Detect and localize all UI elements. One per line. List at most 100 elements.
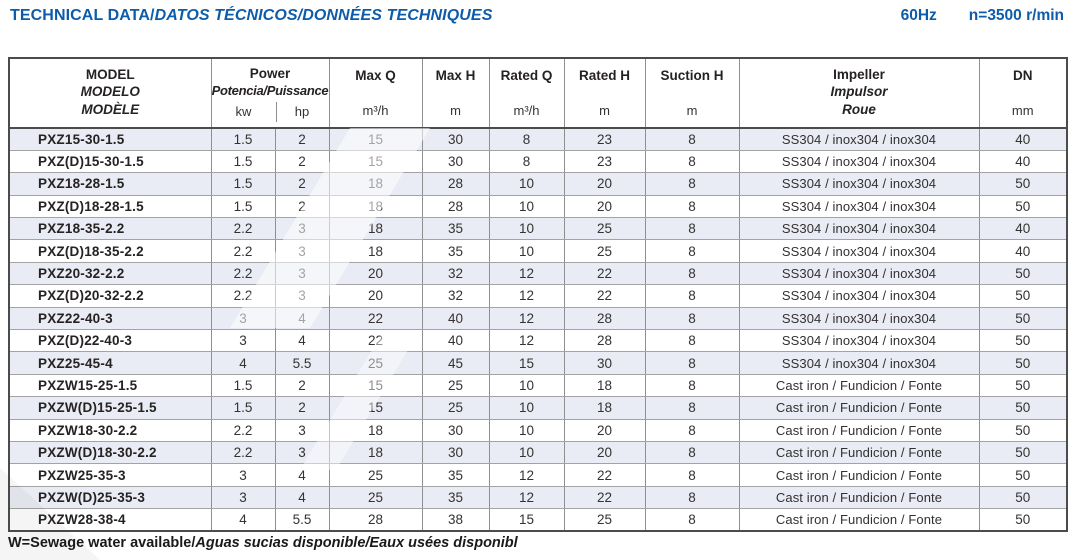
cell-kw: 4 [210, 508, 276, 532]
col-header-impeller: Impeller Impulsor Roue [738, 57, 980, 129]
cell-hp: 2 [274, 172, 330, 196]
cell-model: PXZW28-38-4 [8, 508, 212, 532]
footnote-translations: Aguas sucias disponible/Eaux usées dispo… [195, 535, 518, 551]
cell-max-h: 35 [421, 485, 490, 510]
cell-max-h: 30 [421, 418, 490, 442]
cell-model: PXZ(D)20-32-2.2 [8, 284, 212, 308]
cell-suction-h: 8 [644, 217, 740, 241]
cell-kw: 1.5 [210, 194, 276, 219]
cell-hp: 2 [274, 373, 330, 398]
cell-suction-h: 8 [644, 329, 740, 353]
cell-max-h: 35 [421, 239, 490, 263]
table-row: PXZ(D)18-35-2.2 2.2 3 18 35 10 25 8 SS304 / inox… [8, 239, 1068, 263]
cell-max-q: 25 [328, 463, 423, 487]
cell-max-h: 30 [421, 440, 490, 465]
table-row: PXZW28-38-4 4 5.5 28 38 15 25 8 Cast iron / Fund… [8, 508, 1068, 532]
cell-rated-q: 12 [488, 261, 565, 286]
cell-model: PXZ15-30-1.5 [8, 127, 212, 151]
col-header-model: MODEL MODELO MODÈLE [8, 57, 212, 129]
cell-model: PXZW18-30-2.2 [8, 418, 212, 442]
cell-impeller: SS304 / inox304 / inox304 [738, 217, 980, 241]
cell-suction-h: 8 [644, 463, 740, 487]
table-row: PXZW(D)25-35-3 3 4 25 35 12 22 8 Cast iron / Fun… [8, 485, 1068, 510]
cell-rated-h: 22 [563, 261, 646, 286]
cell-kw: 2.2 [210, 261, 276, 286]
cell-max-q: 18 [328, 217, 423, 241]
table-row: PXZ18-28-1.5 1.5 2 18 28 10 20 8 SS304 / inox304… [8, 172, 1068, 196]
cell-rated-h: 25 [563, 508, 646, 532]
cell-model: PXZ(D)18-28-1.5 [8, 194, 212, 219]
cell-rated-h: 22 [563, 284, 646, 308]
cell-max-h: 30 [421, 149, 490, 174]
cell-max-q: 25 [328, 351, 423, 375]
cell-dn: 50 [978, 440, 1068, 465]
cell-kw: 2.2 [210, 217, 276, 241]
cell-rated-q: 10 [488, 239, 565, 263]
cell-rated-q: 12 [488, 485, 565, 510]
cell-dn: 50 [978, 172, 1068, 196]
cell-rated-q: 8 [488, 127, 565, 151]
cell-dn: 50 [978, 485, 1068, 510]
page-title-main: TECHNICAL DATA/ [10, 7, 155, 24]
cell-max-q: 15 [328, 149, 423, 174]
kw-hp-divider [275, 102, 277, 122]
power-units-row: kw hp [212, 98, 329, 125]
cell-rated-h: 20 [563, 440, 646, 465]
table-row: PXZ(D)15-30-1.5 1.5 2 15 30 8 23 8 SS304 / inox3… [8, 149, 1068, 174]
cell-rated-q: 10 [488, 396, 565, 420]
cell-model: PXZ(D)22-40-3 [8, 329, 212, 353]
dn-unit: mm [1011, 103, 1034, 118]
cell-kw: 1.5 [210, 396, 276, 420]
cell-max-q: 18 [328, 418, 423, 442]
cell-dn: 40 [978, 239, 1068, 263]
cell-impeller: Cast iron / Fundicion / Fonte [738, 463, 980, 487]
cell-rated-q: 12 [488, 329, 565, 353]
cell-max-h: 45 [421, 351, 490, 375]
cell-rated-q: 12 [488, 284, 565, 308]
power-header-label: Power [249, 66, 291, 81]
cell-max-q: 25 [328, 485, 423, 510]
cell-max-h: 25 [421, 373, 490, 398]
cell-impeller: Cast iron / Fundicion / Fonte [738, 485, 980, 510]
page-title-translations: DATOS TÉCNICOS/DONNÉES TECHNIQUES [154, 7, 493, 24]
table-row: PXZ18-35-2.2 2.2 3 18 35 10 25 8 SS304 / inox304… [8, 217, 1068, 241]
cell-rated-h: 30 [563, 351, 646, 375]
cell-max-h: 35 [421, 217, 490, 241]
cell-dn: 50 [978, 306, 1068, 331]
cell-dn: 40 [978, 149, 1068, 174]
dn-label: DN [1013, 68, 1033, 83]
cell-suction-h: 8 [644, 284, 740, 308]
cell-max-q: 20 [328, 284, 423, 308]
cell-kw: 1.5 [210, 373, 276, 398]
cell-impeller: Cast iron / Fundicion / Fonte [738, 396, 980, 420]
cell-dn: 50 [978, 329, 1068, 353]
cell-max-q: 28 [328, 508, 423, 532]
cell-kw: 1.5 [210, 149, 276, 174]
cell-max-h: 38 [421, 508, 490, 532]
cell-dn: 50 [978, 463, 1068, 487]
cell-model: PXZW25-35-3 [8, 463, 212, 487]
cell-max-h: 25 [421, 396, 490, 420]
cell-hp: 2 [274, 194, 330, 219]
cell-model: PXZW15-25-1.5 [8, 373, 212, 398]
cell-max-h: 28 [421, 194, 490, 219]
table-row: PXZ22-40-3 3 4 22 40 12 28 8 SS304 / inox304 / i… [8, 306, 1068, 331]
table-row: PXZ(D)20-32-2.2 2.2 3 20 32 12 22 8 SS304 / inox… [8, 284, 1068, 308]
title-bar: TECHNICAL DATA/DATOS TÉCNICOS/DONNÉES TE… [10, 7, 1066, 25]
cell-hp: 3 [274, 239, 330, 263]
cell-max-h: 40 [421, 306, 490, 331]
cell-dn: 50 [978, 396, 1068, 420]
table-row: PXZ(D)18-28-1.5 1.5 2 18 28 10 20 8 SS304 / inox… [8, 194, 1068, 219]
rated-q-unit: m³/h [513, 103, 540, 118]
unit-hp: hp [294, 104, 310, 120]
cell-dn: 40 [978, 127, 1068, 151]
model-header-fr: MODÈLE [81, 101, 140, 117]
cell-suction-h: 8 [644, 508, 740, 532]
cell-max-q: 20 [328, 261, 423, 286]
cell-max-q: 18 [328, 194, 423, 219]
cell-rated-h: 22 [563, 463, 646, 487]
cell-suction-h: 8 [644, 418, 740, 442]
rated-h-unit: m [599, 103, 610, 118]
cell-max-h: 28 [421, 172, 490, 196]
